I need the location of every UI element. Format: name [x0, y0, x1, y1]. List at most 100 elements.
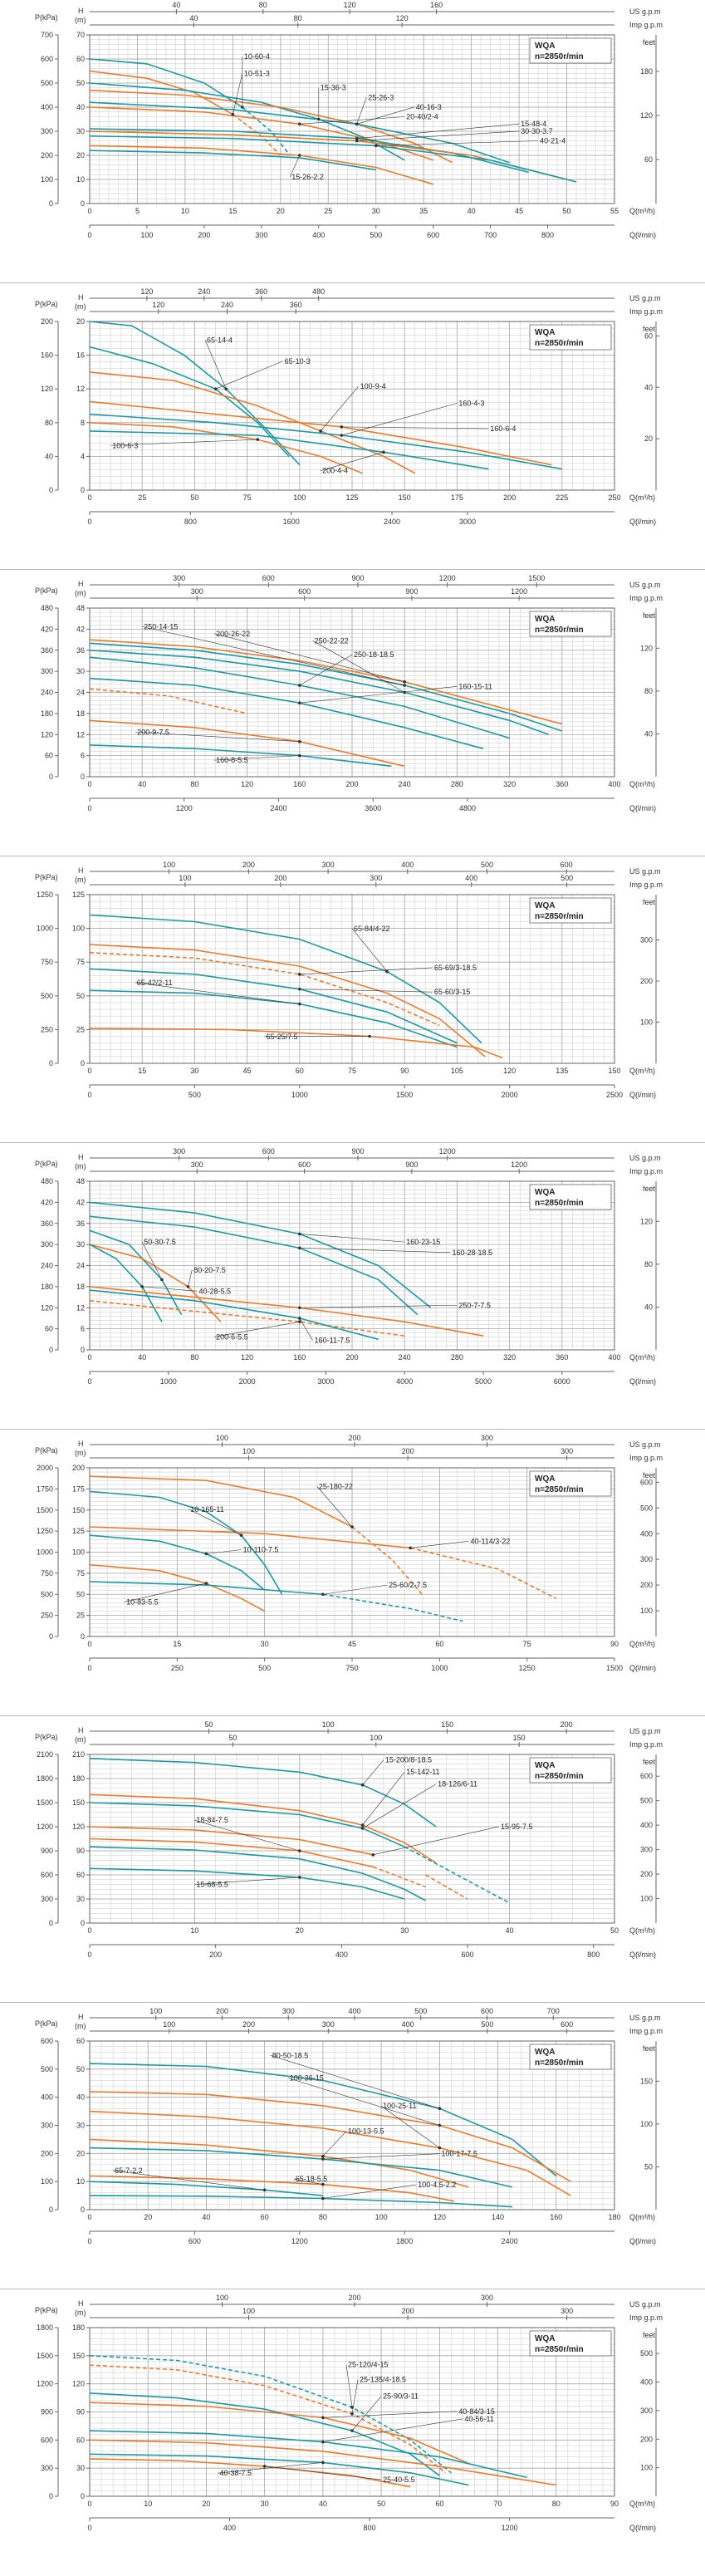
- leader-dot: [403, 691, 406, 694]
- h-tick-label: 20: [76, 151, 85, 159]
- leader-dot: [350, 1525, 354, 1528]
- curve-label: 18-126/6-11: [438, 1780, 477, 1788]
- feet-axis-title: feet: [643, 611, 656, 620]
- us-gpm-tick-label: 1200: [439, 574, 456, 582]
- leader-line: [300, 1305, 458, 1308]
- lmin-tick-label: 4000: [396, 1377, 413, 1386]
- q-tick-label: 105: [451, 1067, 463, 1075]
- lmin-axis-title: Q(l/min): [629, 1091, 656, 1099]
- leader-dot: [263, 2189, 267, 2192]
- imp-gpm-tick-label: 900: [405, 1160, 418, 1169]
- curve-label: 250-22-22: [315, 636, 349, 645]
- q-axis-title: Q(m³/h): [629, 2500, 655, 2508]
- q-tick-label: 280: [451, 1353, 463, 1362]
- p-tick-label: 500: [41, 79, 53, 87]
- feet-tick-label: 600: [640, 1478, 653, 1486]
- p-tick-label: 180: [41, 709, 53, 718]
- us-gpm-title: US g.p.m: [629, 2300, 661, 2309]
- q-tick-label: 70: [494, 2500, 502, 2508]
- curve-label: 200-4-4: [322, 467, 348, 475]
- curve-label: 40-21-4: [540, 137, 565, 145]
- q-tick-label: 80: [190, 780, 198, 788]
- legend-model: WQA: [535, 1761, 555, 1770]
- lmin-tick-label: 500: [258, 1664, 271, 1672]
- q-tick-label: 200: [503, 493, 516, 502]
- feet-tick-label: 300: [640, 2407, 653, 2415]
- curve-label: 25-180-22: [319, 1482, 353, 1490]
- lmin-tick-label: 800: [587, 1950, 600, 1959]
- p-axis-title: P(kPa): [35, 13, 58, 22]
- lmin-tick-label: 200: [209, 1950, 222, 1959]
- q-tick-label: 30: [190, 1067, 198, 1075]
- leader-dot: [298, 1306, 301, 1309]
- lmin-tick-label: 200: [198, 231, 210, 239]
- q-tick-label: 90: [610, 1640, 619, 1648]
- us-gpm-tick-label: 50: [205, 1720, 213, 1729]
- curve-label: 100-25-11: [383, 2102, 416, 2110]
- h-tick-label: 0: [81, 1919, 85, 1927]
- us-gpm-tick-label: 600: [561, 861, 573, 869]
- p-tick-label: 1500: [37, 2352, 53, 2360]
- h-tick-label: 42: [76, 625, 85, 633]
- q-tick-label: 120: [241, 780, 253, 788]
- curve-label: 25-135/4-18.5: [360, 2375, 406, 2383]
- h-tick-label: 50: [76, 2065, 85, 2073]
- lmin-tick-label: 600: [427, 231, 439, 239]
- lmin-tick-label: 500: [370, 231, 382, 239]
- legend-model: WQA: [535, 2048, 555, 2057]
- performance-chart: 060120180240300360420480P(kPa)0612182430…: [0, 1146, 705, 1425]
- lmin-tick-label: 300: [255, 231, 267, 239]
- lmin-tick-label: 0: [87, 804, 91, 812]
- q-tick-label: 240: [399, 1353, 411, 1362]
- h-tick-label: 180: [72, 1774, 85, 1783]
- p-tick-label: 1500: [37, 1798, 53, 1807]
- curve-label: 65-69/3-18.5: [434, 964, 477, 972]
- q-tick-label: 225: [556, 493, 568, 502]
- q-tick-label: 160: [293, 1353, 306, 1362]
- imp-gpm-title: Imp g.p.m: [629, 2027, 663, 2035]
- leader-dot: [321, 1592, 325, 1596]
- leader-dot: [321, 2416, 325, 2419]
- p-tick-label: 100: [41, 175, 53, 184]
- p-tick-label: 400: [41, 103, 53, 111]
- h-tick-label: 50: [76, 79, 85, 87]
- h-tick-label: 120: [72, 1823, 85, 1831]
- us-gpm-title: US g.p.m: [629, 294, 661, 302]
- lmin-tick-label: 0: [87, 2524, 91, 2532]
- leader-line: [341, 404, 457, 436]
- legend-speed: n=2850r/min: [535, 52, 584, 61]
- curve-label: 160-28-18.5: [453, 1249, 493, 1257]
- leader-dot: [240, 1533, 243, 1537]
- leader-dot: [298, 1849, 301, 1852]
- h-tick-label: 150: [72, 1506, 85, 1514]
- feet-tick-label: 100: [640, 2120, 653, 2128]
- q-tick-label: 50: [190, 493, 198, 502]
- panel-separator: [0, 282, 705, 283]
- h-tick-label: 20: [76, 2149, 85, 2157]
- h-tick-label: 50: [76, 1590, 85, 1598]
- leader-dot: [355, 140, 359, 143]
- legend-speed: n=2850r/min: [535, 339, 584, 348]
- p-tick-label: 1500: [37, 1506, 53, 1514]
- h-tick-label: 24: [76, 689, 85, 697]
- us-gpm-tick-label: 100: [163, 861, 175, 869]
- imp-gpm-tick-label: 1200: [511, 587, 527, 596]
- us-gpm-title: US g.p.m: [629, 1440, 661, 1449]
- p-tick-label: 300: [41, 2464, 53, 2472]
- feet-axis-title: feet: [643, 1185, 656, 1193]
- us-gpm-tick-label: 200: [348, 1434, 360, 1442]
- p-tick-label: 1750: [37, 1484, 53, 1493]
- h-tick-label: 30: [76, 127, 85, 135]
- p-tick-label: 200: [41, 151, 53, 159]
- imp-gpm-tick-label: 200: [242, 2020, 255, 2029]
- curve-label: 160-11-7.5: [315, 1337, 350, 1345]
- leader-dot: [160, 1278, 164, 1282]
- p-tick-label: 480: [41, 604, 53, 612]
- p-tick-label: 900: [41, 2408, 53, 2417]
- performance-chart: 03006009001200150018002100P(kPa)03060901…: [0, 1720, 705, 1999]
- legend-model: WQA: [535, 615, 555, 624]
- p-tick-label: 40: [45, 452, 53, 460]
- q-tick-label: 10: [181, 207, 189, 215]
